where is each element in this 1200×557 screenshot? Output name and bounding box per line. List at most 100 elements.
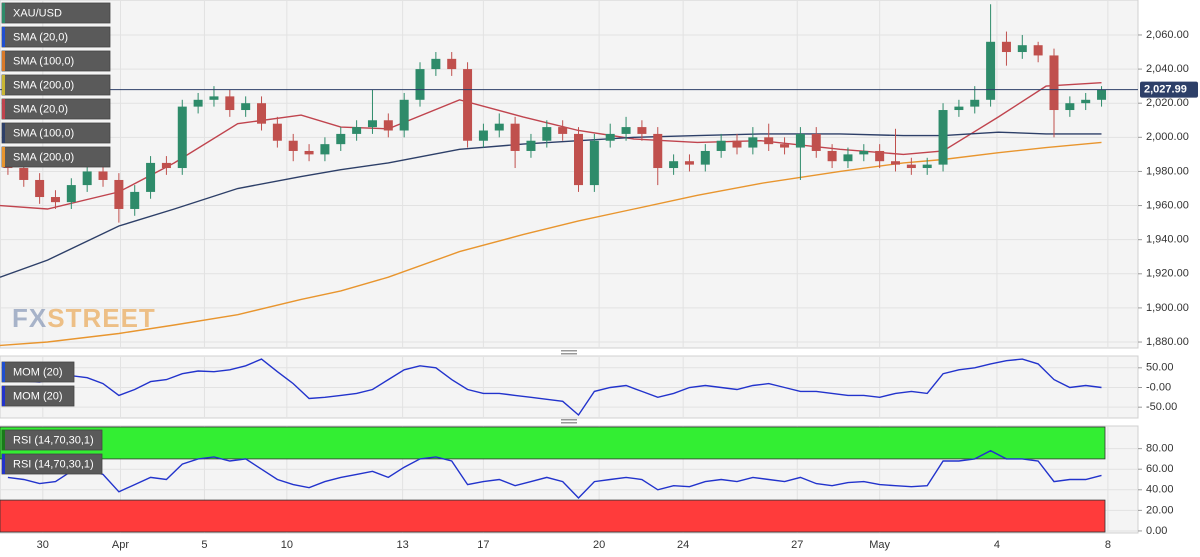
candle-body (732, 140, 742, 148)
candle-body (811, 133, 821, 151)
candle-body (257, 103, 267, 124)
series-line (7, 358, 1102, 417)
candle-body (50, 197, 60, 203)
candle-body (938, 110, 948, 165)
candle-body (1017, 45, 1027, 53)
candle-body (764, 137, 774, 145)
candle-body (463, 69, 473, 141)
candle-body (589, 140, 599, 186)
candle-body (82, 171, 92, 186)
y-tick-label: 2,000.00 (1146, 131, 1189, 143)
x-tick-label: 30 (37, 539, 49, 551)
candle-body (304, 150, 314, 155)
candle-body (605, 133, 615, 141)
candle-body (19, 168, 29, 180)
candle-body (35, 179, 45, 198)
candle-body (891, 161, 901, 165)
candle-body (700, 150, 710, 165)
y-tick-label: 20.00 (1146, 504, 1174, 516)
candle-body (383, 120, 393, 131)
last-price-box (1140, 81, 1198, 98)
x-tick-label: 17 (477, 539, 489, 551)
y-tick-label: 60.00 (1146, 463, 1174, 475)
series-line (7, 449, 1102, 500)
candle-body (177, 106, 187, 169)
candle-body (161, 162, 171, 169)
candle-body (336, 133, 346, 145)
y-tick-label: 1,920.00 (1146, 268, 1189, 280)
candle-body (241, 103, 251, 111)
candle-body (875, 150, 885, 162)
legend-swatch (2, 75, 5, 95)
legend-label: SMA (20,0) (13, 103, 68, 115)
legend-swatch (2, 123, 5, 143)
y-tick-label: 0.00 (1146, 525, 1167, 537)
legend-label: RSI (14,70,30,1) (13, 434, 94, 446)
candle-body (526, 140, 536, 151)
resize-handle[interactable] (561, 419, 577, 421)
legend-label: XAU/USD (13, 7, 62, 19)
candle-body (98, 171, 108, 180)
candle-body (922, 164, 932, 169)
legend-label: SMA (200,0) (13, 151, 74, 163)
resize-handle[interactable] (561, 422, 577, 424)
candle-body (843, 154, 853, 162)
legend-label: SMA (100,0) (13, 55, 74, 67)
candle-body (795, 133, 805, 148)
legend-swatch (2, 147, 5, 167)
resize-handle[interactable] (561, 350, 577, 352)
candle-body (66, 185, 76, 203)
candle-body (447, 58, 457, 70)
candle-body (653, 133, 663, 169)
x-tick-label: 20 (593, 539, 605, 551)
candle-body (1001, 41, 1011, 53)
x-tick-label: 10 (281, 539, 293, 551)
candle-body (510, 123, 520, 151)
watermark: FXSTREET (12, 303, 156, 333)
legend-swatch (2, 430, 5, 450)
candle-body (1049, 55, 1059, 111)
candle-body (716, 140, 726, 151)
y-tick-label: 1,960.00 (1146, 199, 1189, 211)
y-tick-label: 40.00 (1146, 484, 1174, 496)
candle-body (209, 96, 219, 100)
candle-body (494, 123, 504, 131)
candle-body (621, 127, 631, 134)
legend-label: MOM (20) (13, 366, 63, 378)
candle-body (954, 106, 964, 111)
y-tick-label: -50.00 (1146, 401, 1177, 413)
legend-label: RSI (14,70,30,1) (13, 458, 94, 470)
x-tick-label: 4 (994, 539, 1000, 551)
legend-swatch (2, 27, 5, 47)
legend-label: SMA (200,0) (13, 79, 74, 91)
legend-swatch (2, 362, 5, 382)
candle-body (669, 161, 679, 169)
candle-body (827, 150, 837, 162)
candle-body (542, 127, 552, 141)
candle-body (748, 137, 758, 148)
candle-body (859, 150, 869, 155)
candle-body (320, 144, 330, 155)
y-tick-label: 1,900.00 (1146, 302, 1189, 314)
oversold-band (0, 499, 1106, 533)
x-tick-label: 24 (677, 539, 689, 551)
legend-label: SMA (100,0) (13, 127, 74, 139)
candle-body (367, 120, 377, 128)
series-line (0, 141, 1102, 347)
candle-body (431, 58, 441, 70)
x-tick-label: Apr (112, 539, 129, 551)
x-tick-label: 8 (1105, 539, 1111, 551)
candle-body (478, 130, 488, 141)
y-tick-label: 1,980.00 (1146, 165, 1189, 177)
overbought-band (0, 426, 1106, 460)
y-tick-label: 2,060.00 (1146, 29, 1189, 41)
candle-body (558, 127, 568, 134)
legend-swatch (2, 454, 5, 474)
resize-handle[interactable] (561, 353, 577, 355)
series-line (0, 131, 1102, 278)
candle-body (1033, 45, 1043, 56)
y-tick-label: -0.00 (1146, 381, 1171, 393)
x-tick-label: 27 (791, 539, 803, 551)
